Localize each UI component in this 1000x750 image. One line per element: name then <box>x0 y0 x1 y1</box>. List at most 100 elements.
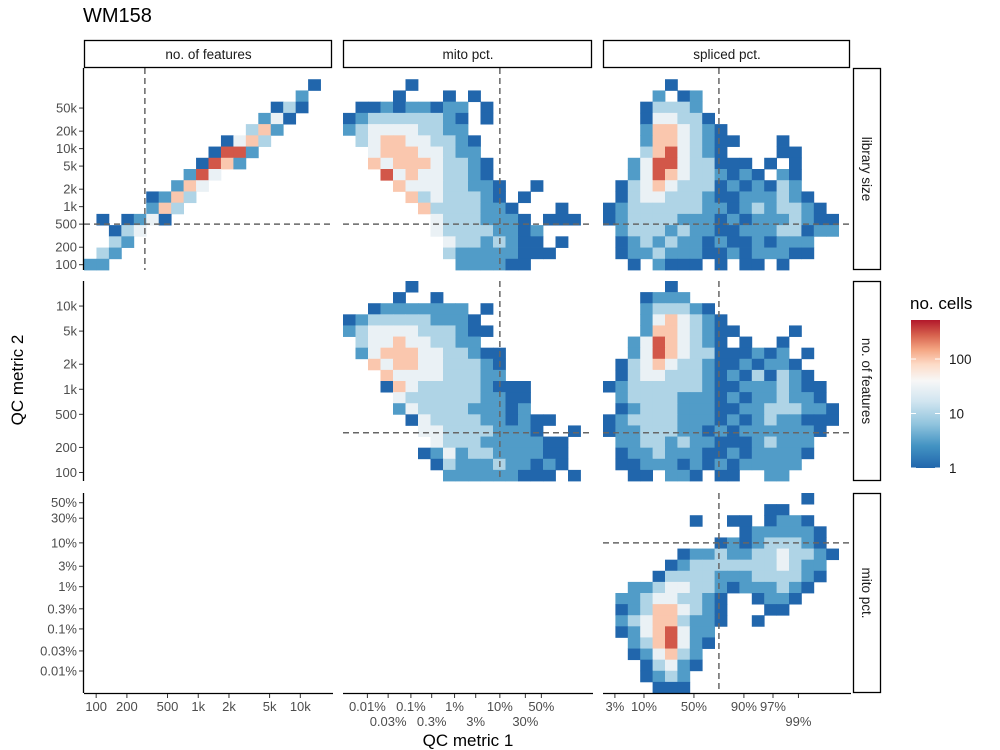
heatmap-cell <box>493 403 506 415</box>
heatmap-cell <box>220 135 234 147</box>
heatmap-cell <box>665 303 678 315</box>
heatmap-cell <box>689 180 703 192</box>
heatmap-cell <box>702 559 715 572</box>
heatmap-cell <box>430 112 444 125</box>
colorbar-tick-label: 100 <box>949 352 972 367</box>
heatmap-cell <box>727 369 740 382</box>
heatmap-cell <box>714 570 728 583</box>
heatmap-cell <box>455 135 469 147</box>
heatmap-cell <box>430 314 444 326</box>
heatmap-cell <box>714 180 728 192</box>
heatmap-cell <box>603 381 616 393</box>
heatmap-cell <box>714 436 728 449</box>
heatmap-cell <box>665 112 678 125</box>
heatmap-cell <box>665 381 678 393</box>
heatmap-cell <box>677 626 691 638</box>
heatmap-cell <box>640 213 653 226</box>
heatmap-cell <box>751 236 765 248</box>
heatmap-cell <box>380 135 394 147</box>
heatmap-cell <box>418 135 431 147</box>
heatmap-cell <box>751 202 765 215</box>
heatmap-cell <box>665 581 678 594</box>
heatmap-cell <box>430 403 444 415</box>
heatmap-cell <box>418 358 431 371</box>
heatmap-cell <box>714 314 728 326</box>
heatmap-cell <box>801 191 815 204</box>
heatmap-cell <box>776 548 790 561</box>
heatmap-cell <box>677 369 691 382</box>
heatmap-cell <box>652 581 666 594</box>
heatmap-cell <box>393 169 406 181</box>
heatmap-cell <box>665 626 678 638</box>
heatmap-cell <box>418 157 431 170</box>
colorbar <box>911 320 940 468</box>
heatmap-cell <box>555 458 569 471</box>
heatmap-cell <box>468 358 481 371</box>
heatmap-cell <box>518 425 531 437</box>
heatmap-cell <box>640 124 653 136</box>
heatmap-cell <box>518 191 531 204</box>
heatmap-cell <box>689 112 703 125</box>
heatmap-cell <box>727 559 740 572</box>
heatmap-cell <box>801 436 815 449</box>
heatmap-cell <box>393 112 406 125</box>
heatmap-cell <box>121 213 135 226</box>
heatmap-cell <box>751 548 765 561</box>
heatmap-cell <box>158 213 172 226</box>
heatmap-cell <box>801 493 815 505</box>
heatmap-cell <box>530 180 544 192</box>
heatmap-cell <box>430 347 444 360</box>
heatmap-cell <box>789 425 802 437</box>
heatmap-cell <box>714 225 728 237</box>
heatmap-cell <box>764 447 777 460</box>
heatmap-cell <box>702 336 715 349</box>
heatmap-cell <box>776 436 790 449</box>
panel-features-vs-library <box>84 68 333 271</box>
heatmap-cell <box>813 381 827 393</box>
heatmap-cell <box>355 325 369 337</box>
heatmap-cell <box>764 180 777 192</box>
heatmap-cell <box>764 436 777 449</box>
heatmap-cell <box>751 381 765 393</box>
heatmap-cell <box>702 436 715 449</box>
heatmap-cell <box>368 303 381 315</box>
heatmap-cell <box>739 236 753 248</box>
heatmap-cell <box>640 146 653 159</box>
legend-title: no. cells <box>910 294 973 313</box>
heatmap-cell <box>568 213 581 226</box>
heatmap-cell <box>480 202 494 215</box>
heatmap-cell <box>652 381 666 393</box>
heatmap-cell <box>615 593 629 605</box>
heatmap-cell <box>776 392 790 404</box>
heatmap-cell <box>380 112 394 125</box>
heatmap-cell <box>751 392 765 404</box>
x-axis-label: QC metric 1 <box>422 731 514 750</box>
heatmap-cell <box>530 436 544 449</box>
heatmap-cell <box>776 146 790 159</box>
heatmap-cell <box>480 101 494 114</box>
heatmap-cell <box>108 236 122 248</box>
heatmap-cell <box>652 358 666 371</box>
heatmap-cell <box>615 403 629 415</box>
heatmap-cell <box>727 247 740 260</box>
heatmap-cell <box>764 247 777 260</box>
heatmap-cell <box>689 403 703 415</box>
heatmap-cell <box>418 169 431 181</box>
heatmap-cell <box>405 336 419 349</box>
heatmap-cell <box>689 236 703 248</box>
heatmap-cell <box>430 436 444 449</box>
heatmap-cell <box>505 447 519 460</box>
heatmap-cell <box>468 135 481 147</box>
heatmap-cell <box>789 225 802 237</box>
heatmap-cell <box>739 202 753 215</box>
heatmap-cell <box>665 314 678 326</box>
heatmap-cell <box>764 347 777 360</box>
heatmap-cell <box>801 425 815 437</box>
heatmap-cell <box>480 213 494 226</box>
heatmap-cell <box>640 381 653 393</box>
heatmap-cell <box>468 169 481 181</box>
heatmap-cell <box>468 414 481 426</box>
heatmap-cell <box>405 403 419 415</box>
y-tick-label: 1k <box>63 199 77 214</box>
y-tick-label: 50k <box>56 101 77 116</box>
